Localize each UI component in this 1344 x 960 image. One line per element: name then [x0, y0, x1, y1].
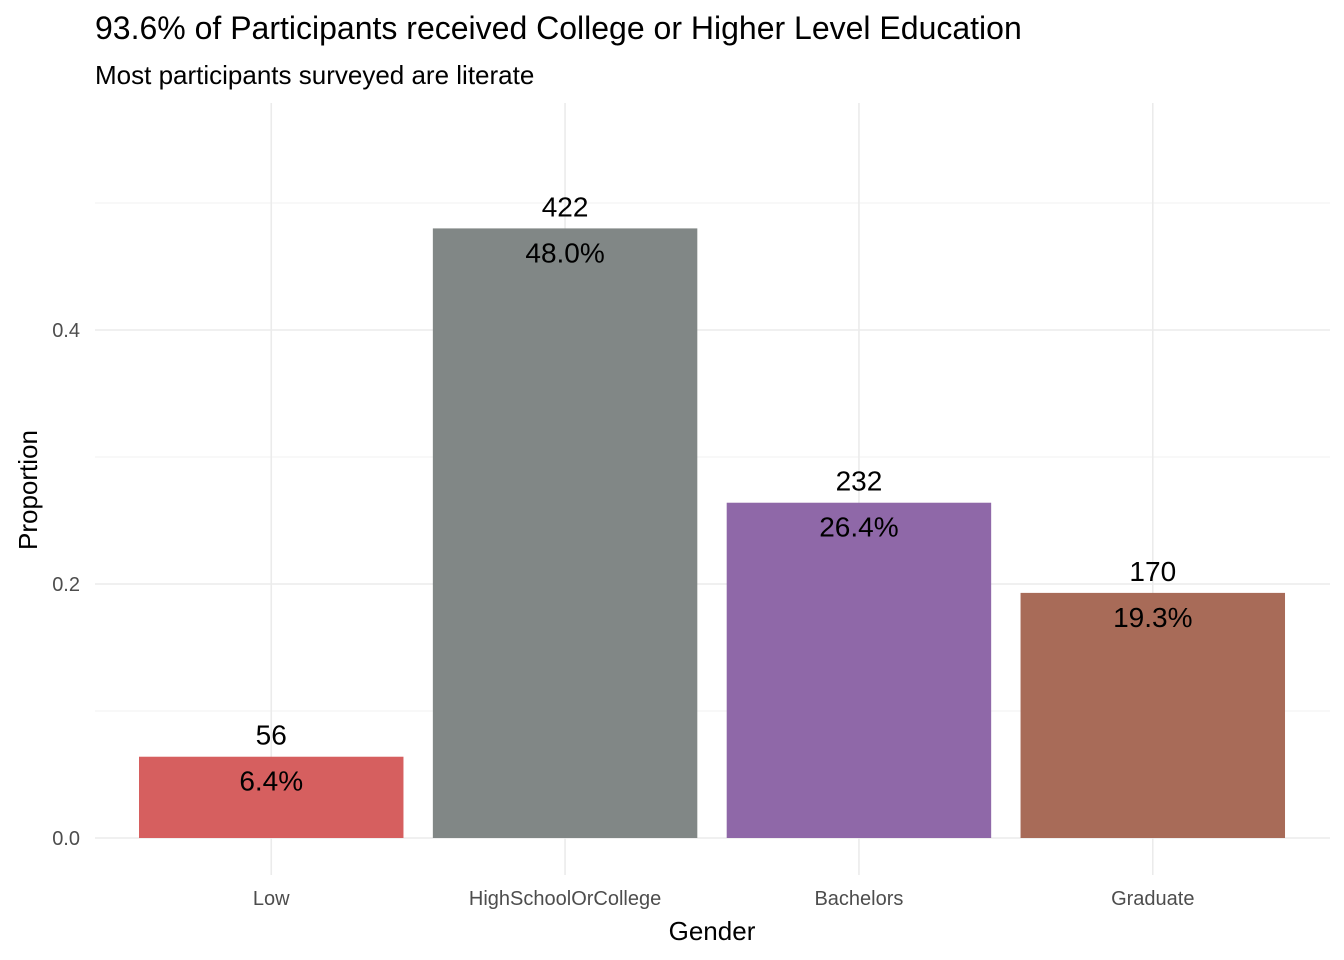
bar-low — [139, 756, 404, 838]
chart-title: 93.6% of Participants received College o… — [95, 10, 1022, 46]
x-axis-title: Gender — [669, 916, 756, 946]
percent-label: 26.4% — [819, 512, 898, 543]
count-label: 170 — [1129, 556, 1176, 587]
y-tick-label: 0.2 — [52, 574, 80, 596]
count-label: 232 — [836, 466, 883, 497]
y-tick-label: 0.4 — [52, 320, 80, 342]
y-tick-label: 0.0 — [52, 828, 80, 850]
x-tick-label: Bachelors — [814, 888, 903, 910]
percent-label: 6.4% — [239, 766, 303, 797]
chart-subtitle: Most participants surveyed are literate — [95, 60, 535, 90]
percent-label: 48.0% — [525, 237, 604, 268]
y-axis: 0.0 0.2 0.4 — [52, 320, 80, 850]
data-labels: 56 6.4% 422 48.0% 232 26.4% 170 19.3% — [239, 191, 1192, 796]
x-axis: Low HighSchoolOrCollege Bachelors Graduate — [253, 888, 1195, 910]
x-tick-label: Graduate — [1111, 888, 1194, 910]
count-label: 56 — [256, 720, 287, 751]
x-tick-label: Low — [253, 888, 290, 910]
count-label: 422 — [542, 191, 589, 222]
bar-highschoolorcollege — [432, 228, 698, 838]
bar-graduate — [1020, 592, 1286, 838]
percent-label: 19.3% — [1113, 602, 1192, 633]
y-axis-title: Proportion — [13, 430, 43, 550]
x-tick-label: HighSchoolOrCollege — [469, 888, 661, 910]
bars — [139, 228, 1286, 838]
bar-bachelors — [726, 502, 992, 838]
